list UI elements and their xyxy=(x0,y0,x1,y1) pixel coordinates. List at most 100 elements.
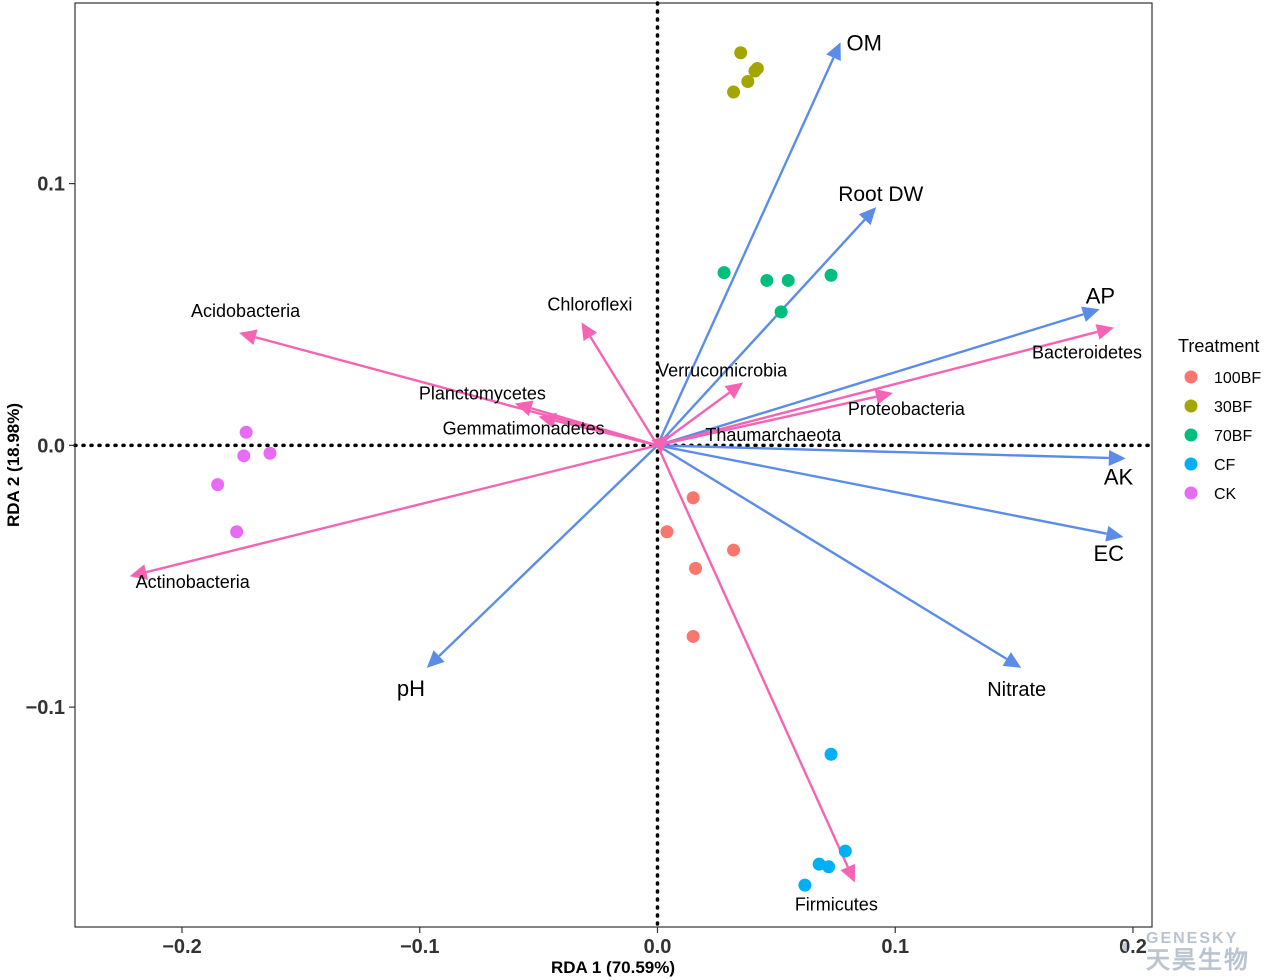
point-70bf xyxy=(760,273,774,287)
taxon-arrow-firmicutes xyxy=(656,444,849,868)
env-label-root-dw: Root DW xyxy=(838,183,923,206)
point-ck xyxy=(230,525,244,539)
legend: Treatment 100BF 30BF 70BF CF CK xyxy=(1178,336,1261,503)
taxon-arrowhead-acidobacteria xyxy=(239,329,258,345)
taxon-label-bacteroidetes: Bacteroidetes xyxy=(1032,343,1142,363)
point-100bf xyxy=(660,525,674,539)
point-70bf xyxy=(824,268,838,282)
sample-points xyxy=(211,46,852,892)
env-label-om: OM xyxy=(847,30,882,55)
axis-ticks: −0.2 −0.1 0.0 0.1 0.2 0.1 0.0 −0.1 xyxy=(26,174,1147,958)
point-30bf xyxy=(734,46,748,60)
point-100bf xyxy=(686,629,700,643)
point-30bf xyxy=(727,85,741,99)
x-tick-label: −0.1 xyxy=(400,936,439,958)
point-30bf xyxy=(741,75,755,89)
taxon-arrowhead-bacteroidetes xyxy=(1095,324,1114,340)
point-ck xyxy=(211,478,225,492)
point-ck xyxy=(239,425,253,439)
taxon-label-chloroflexi: Chloroflexi xyxy=(547,294,632,314)
point-100bf xyxy=(689,561,703,575)
y-tick-label: 0.0 xyxy=(37,435,65,457)
legend-swatch-100bf xyxy=(1184,370,1198,384)
env-arrowhead-root-dw xyxy=(858,207,877,226)
y-tick-label: −0.1 xyxy=(26,697,65,719)
env-arrowhead-om xyxy=(826,42,841,62)
vector-labels: OM Root DW AP AK EC Nitrate pH Acidobacteria Chl… xyxy=(136,30,1142,914)
taxon-arrowhead-planctomycetes xyxy=(514,400,534,416)
taxon-arrowhead-gemmatimonadetes xyxy=(538,412,558,429)
legend-swatch-ck xyxy=(1184,486,1198,500)
env-arrow-ec xyxy=(657,444,1108,535)
legend-swatch-30bf xyxy=(1184,399,1198,413)
env-arrowhead-nitrate xyxy=(1002,652,1022,668)
legend-title: Treatment xyxy=(1178,336,1259,356)
x-tick-label: 0.2 xyxy=(1119,936,1147,958)
env-label-ak: AK xyxy=(1104,464,1134,489)
env-vectors xyxy=(426,42,1126,668)
panel-border xyxy=(74,2,1153,928)
watermark-logo: ◐ xyxy=(1120,933,1133,958)
point-ck xyxy=(237,449,251,463)
y-tick-label: 0.1 xyxy=(37,174,65,196)
taxon-label-verrucomicrobia: Verrucomicrobia xyxy=(657,361,788,381)
taxon-arrowhead-actinobacteria xyxy=(129,564,149,580)
point-ck xyxy=(263,446,277,460)
zero-lines xyxy=(73,1,1154,929)
point-70bf xyxy=(781,273,795,287)
taxon-arrow-acidobacteria xyxy=(255,336,658,447)
legend-label-100bf: 100BF xyxy=(1214,370,1261,387)
point-cf xyxy=(824,747,838,761)
taxon-arrowhead-firmicutes xyxy=(840,863,856,883)
env-arrow-ak xyxy=(657,444,1109,460)
point-cf xyxy=(798,878,812,892)
point-100bf xyxy=(686,491,700,505)
env-arrowhead-ec xyxy=(1105,525,1124,542)
x-tick-label: 0.0 xyxy=(644,936,672,958)
taxon-arrow-gemmatimonadetes xyxy=(554,419,658,447)
point-70bf xyxy=(717,266,731,280)
env-arrow-ap xyxy=(657,313,1084,447)
taxon-label-acidobacteria: Acidobacteria xyxy=(191,301,301,321)
legend-swatch-cf xyxy=(1184,457,1198,471)
watermark-chinese: 天昊生物 xyxy=(1146,946,1250,974)
x-tick-label: 0.1 xyxy=(881,936,909,958)
watermark: ◐ GENESKY 天昊生物 xyxy=(1120,930,1250,974)
taxon-label-gemmatimonadetes: Gemmatimonadetes xyxy=(443,419,605,439)
env-arrowhead-ap xyxy=(1081,306,1100,322)
point-30bf xyxy=(748,64,762,78)
point-70bf xyxy=(774,305,788,319)
env-arrow-nitrate xyxy=(656,444,1008,661)
env-label-ec: EC xyxy=(1093,541,1124,566)
taxon-arrow-bacteroidetes xyxy=(657,330,1098,447)
legend-label-cf: CF xyxy=(1214,457,1236,474)
env-arrow-root-dw xyxy=(656,218,866,447)
taxon-label-proteobacteria: Proteobacteria xyxy=(848,399,966,419)
point-100bf xyxy=(727,543,741,557)
legend-label-70bf: 70BF xyxy=(1214,428,1252,445)
env-label-nitrate: Nitrate xyxy=(987,679,1046,701)
taxon-arrow-proteobacteria xyxy=(657,395,877,447)
taxon-label-actinobacteria: Actinobacteria xyxy=(136,572,251,592)
taxa-vectors xyxy=(129,322,1114,883)
env-arrowhead-ph xyxy=(426,650,445,668)
point-cf xyxy=(838,844,852,858)
env-label-ph: pH xyxy=(397,676,425,701)
env-label-ap: AP xyxy=(1086,283,1115,308)
env-arrow-ph xyxy=(438,444,659,657)
taxon-arrow-actinobacteria xyxy=(145,444,658,574)
taxon-arrowhead-proteobacteria xyxy=(874,388,893,405)
taxon-arrowhead-verrucomicrobia xyxy=(724,382,744,400)
env-arrowhead-ak xyxy=(1108,449,1126,466)
watermark-brand: GENESKY xyxy=(1146,930,1238,947)
y-axis-title: RDA 2 (18.98%) xyxy=(4,403,23,527)
legend-swatch-70bf xyxy=(1184,428,1198,442)
env-arrow-om xyxy=(656,57,835,446)
taxon-label-thaumarchaeota: Thaumarchaeota xyxy=(705,425,842,445)
x-tick-label: −0.2 xyxy=(162,936,201,958)
taxon-arrowhead-thaumarchaeota xyxy=(651,434,670,453)
legend-label-ck: CK xyxy=(1214,486,1237,503)
legend-label-30bf: 30BF xyxy=(1214,399,1252,416)
taxon-label-firmicutes: Firmicutes xyxy=(795,895,878,915)
